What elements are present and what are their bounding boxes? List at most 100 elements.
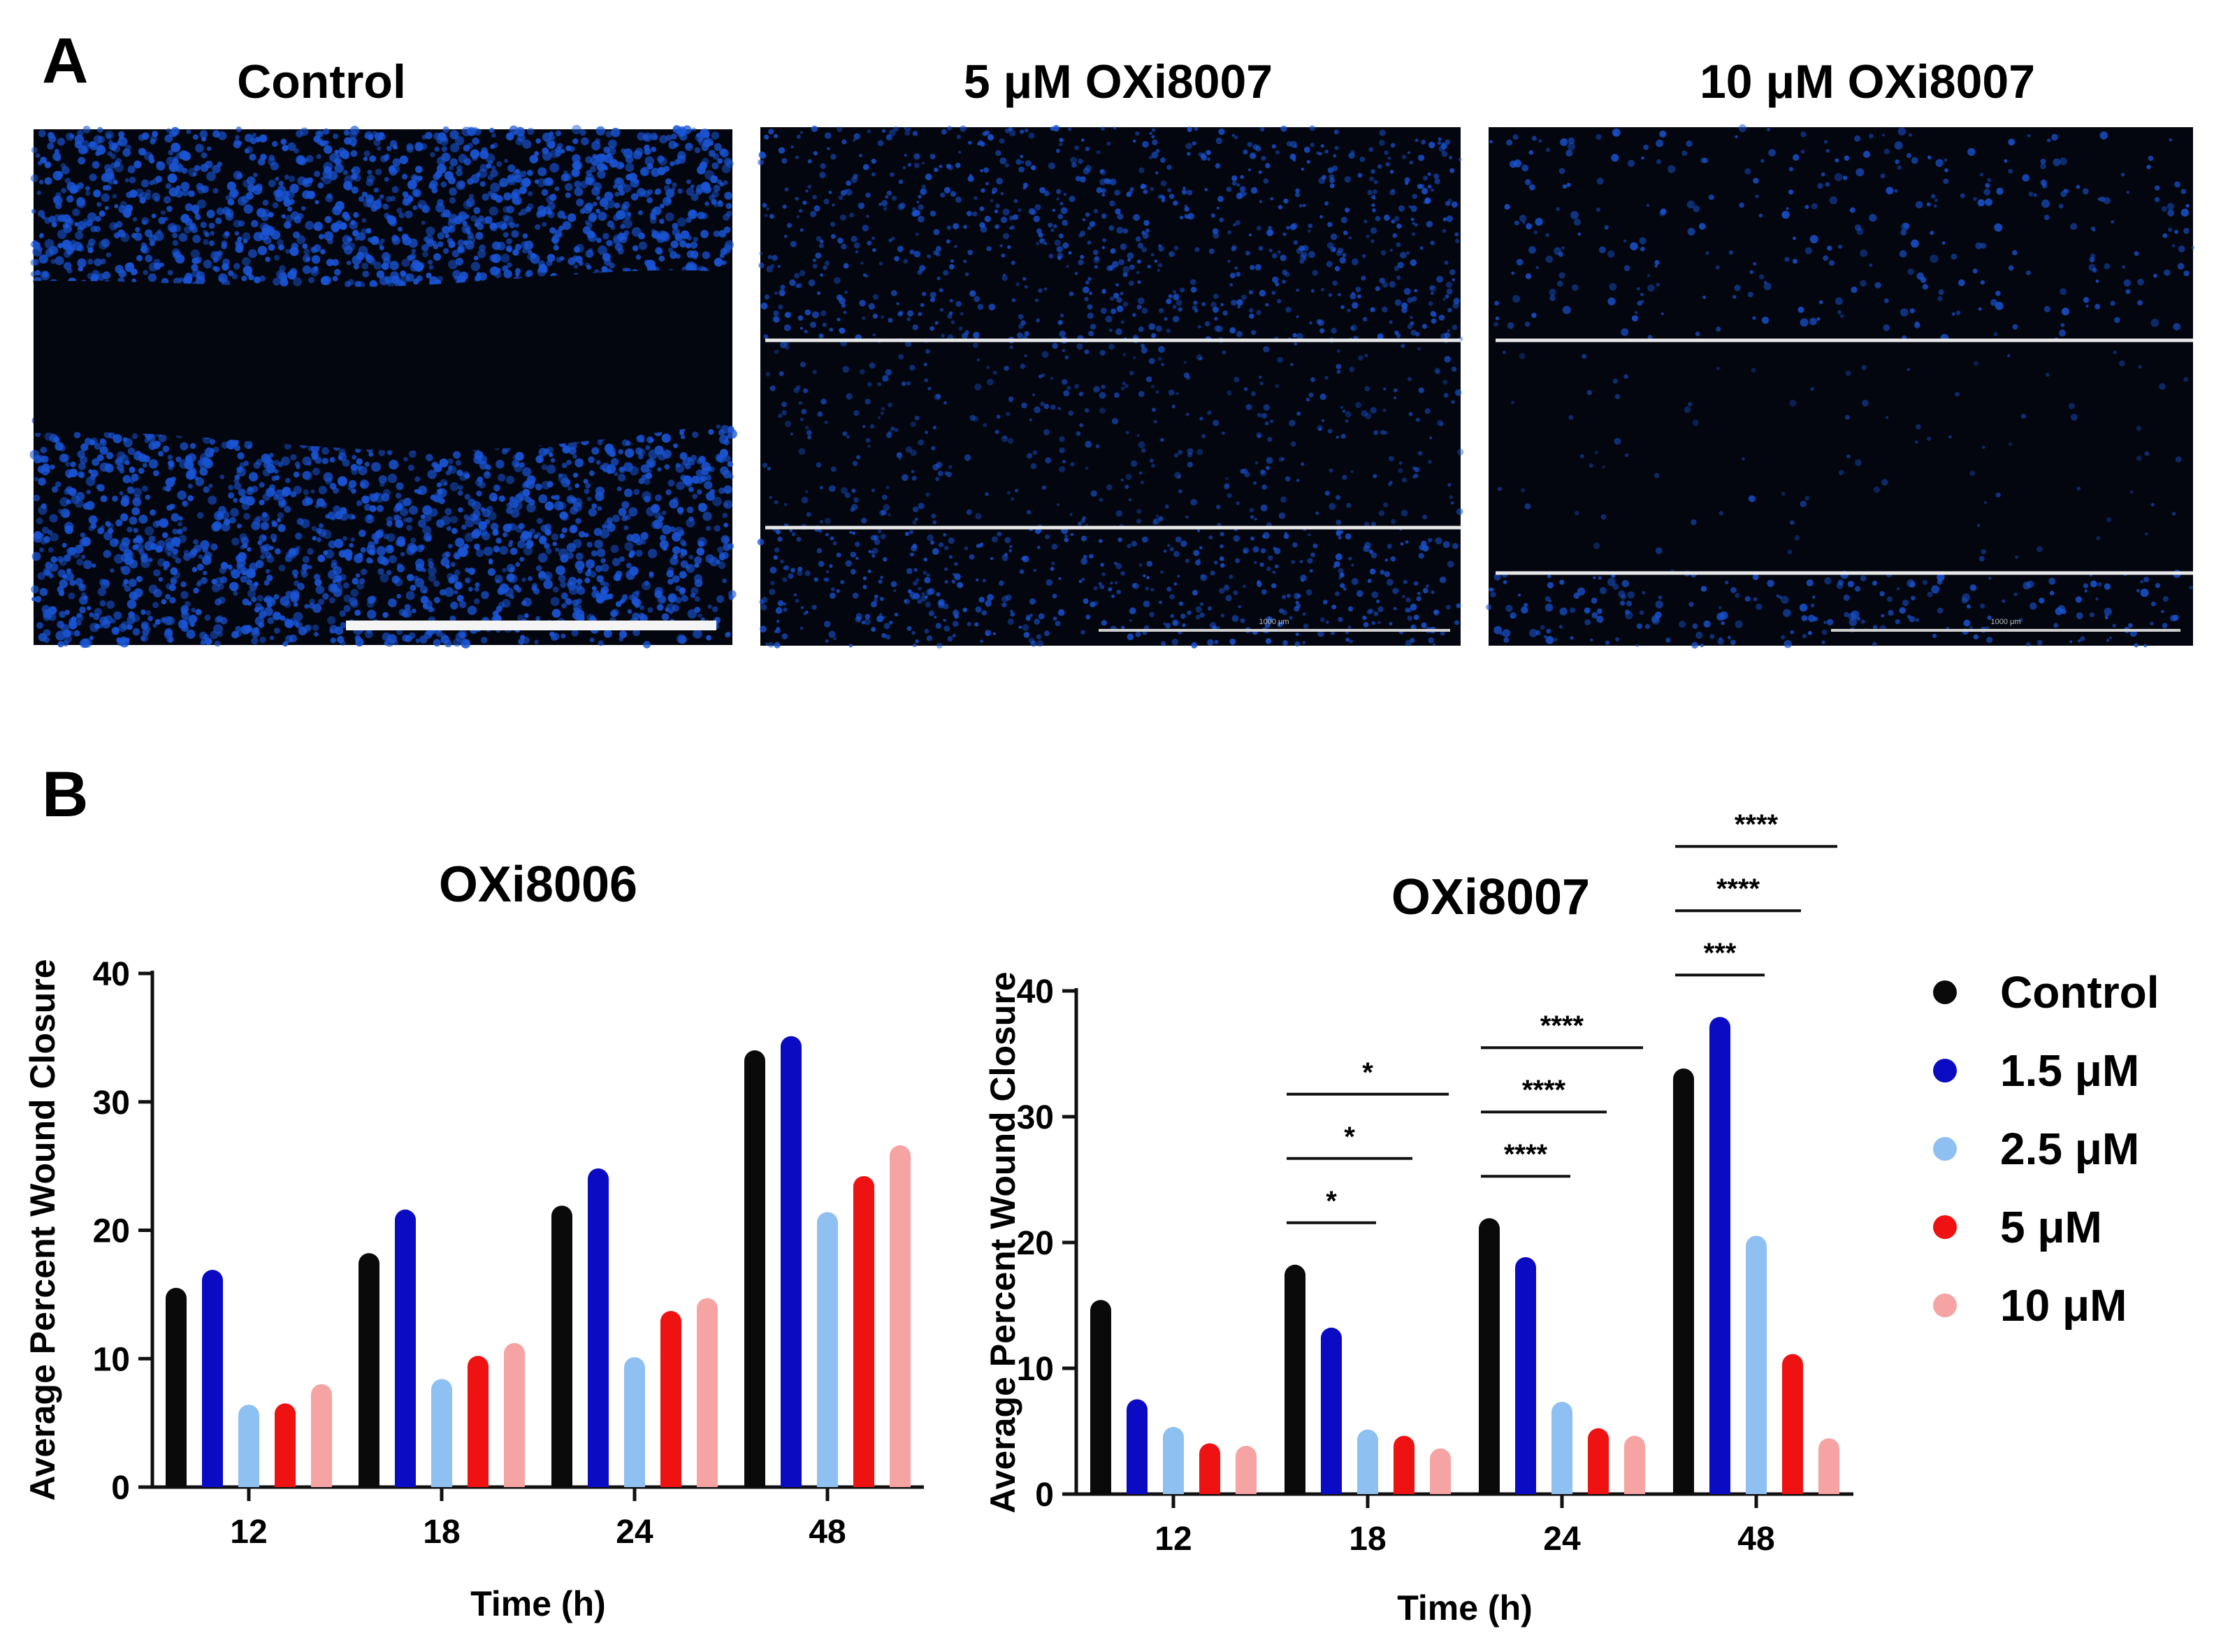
cell-nucleus — [1115, 510, 1123, 517]
cell-nucleus — [1455, 238, 1460, 244]
cell-nucleus — [807, 435, 811, 440]
cell-nucleus — [1385, 161, 1391, 167]
cell-nucleus — [911, 470, 915, 474]
cell-nucleus — [623, 230, 630, 236]
cell-nucleus — [150, 135, 158, 143]
cell-nucleus — [939, 542, 944, 548]
cell-nucleus — [143, 455, 150, 463]
cell-nucleus — [148, 154, 154, 160]
cell-nucleus — [214, 640, 221, 647]
cell-nucleus — [1278, 205, 1282, 210]
cell-nucleus — [725, 489, 730, 495]
cell-nucleus — [339, 222, 347, 230]
cell-nucleus — [1330, 233, 1338, 240]
cell-nucleus — [1338, 617, 1343, 622]
cell-nucleus — [182, 189, 189, 196]
cell-nucleus — [916, 578, 920, 582]
cell-nucleus — [456, 595, 464, 602]
cell-nucleus — [81, 140, 89, 149]
cell-nucleus — [1350, 150, 1355, 154]
cell-nucleus — [38, 254, 48, 264]
cell-nucleus — [551, 533, 559, 541]
cell-nucleus — [1248, 168, 1252, 172]
cell-nucleus — [997, 531, 1002, 537]
cell-nucleus — [1421, 139, 1426, 145]
cell-nucleus — [260, 521, 269, 530]
cell-nucleus — [408, 450, 417, 458]
cell-nucleus — [1387, 579, 1394, 586]
cell-nucleus — [800, 626, 804, 630]
cell-nucleus — [688, 516, 694, 522]
cell-nucleus — [243, 512, 251, 520]
cell-nucleus — [882, 375, 889, 382]
cell-nucleus — [955, 300, 962, 307]
cell-nucleus — [793, 593, 797, 597]
cell-nucleus — [920, 303, 925, 307]
cell-nucleus — [707, 604, 712, 609]
cell-nucleus — [204, 232, 210, 238]
cell-nucleus — [1403, 579, 1408, 584]
cell-nucleus — [1291, 560, 1296, 565]
cell-nucleus — [274, 628, 280, 634]
cell-nucleus — [677, 151, 686, 160]
cell-nucleus — [503, 270, 512, 279]
cell-nucleus — [463, 200, 472, 210]
cell-nucleus — [981, 610, 987, 616]
cell-nucleus — [1391, 519, 1396, 525]
cell-nucleus — [1261, 413, 1268, 419]
cell-nucleus — [769, 214, 774, 219]
cell-nucleus — [318, 528, 326, 537]
cell-nucleus — [343, 180, 352, 190]
cell-nucleus — [465, 577, 471, 584]
cell-nucleus — [396, 563, 403, 568]
cell-nucleus — [1343, 587, 1347, 591]
cell-nucleus — [323, 161, 333, 172]
cell-nucleus — [415, 166, 423, 173]
cell-nucleus — [1035, 298, 1039, 303]
cell-nucleus — [871, 172, 876, 177]
cell-nucleus — [655, 247, 663, 254]
cell-nucleus — [932, 548, 939, 556]
cell-nucleus — [470, 261, 481, 271]
cell-nucleus — [1428, 301, 1433, 306]
cell-nucleus — [1182, 187, 1186, 190]
cell-nucleus — [1282, 280, 1286, 284]
cell-nucleus — [1324, 491, 1330, 496]
cell-nucleus — [1317, 319, 1324, 326]
cell-nucleus — [658, 255, 665, 262]
cell-nucleus — [277, 497, 287, 506]
cell-nucleus — [1210, 570, 1215, 576]
cell-nucleus — [511, 230, 519, 238]
cell-nucleus — [913, 567, 918, 572]
cell-nucleus — [1173, 200, 1178, 206]
cell-nucleus — [540, 525, 548, 532]
cell-nucleus — [342, 235, 352, 245]
cell-nucleus — [118, 131, 125, 138]
cell-nucleus — [489, 206, 498, 216]
cell-nucleus — [874, 594, 878, 599]
cell-nucleus — [1370, 307, 1375, 312]
cell-nucleus — [312, 468, 320, 476]
cell-nucleus — [574, 180, 581, 188]
cell-nucleus — [1257, 434, 1261, 438]
cell-nucleus — [974, 296, 981, 303]
cell-nucleus — [800, 361, 806, 368]
cell-nucleus — [572, 138, 579, 145]
cell-nucleus — [1168, 294, 1173, 298]
cell-nucleus — [141, 485, 148, 492]
cell-nucleus — [194, 258, 201, 264]
cell-nucleus — [936, 642, 943, 649]
cell-nucleus — [1075, 175, 1081, 182]
cell-nucleus — [358, 196, 365, 202]
cell-nucleus — [1398, 461, 1403, 465]
cell-nucleus — [1319, 215, 1323, 219]
cell-nucleus — [593, 201, 598, 207]
cell-nucleus — [1152, 128, 1156, 132]
cell-nucleus — [138, 468, 145, 474]
cell-nucleus — [724, 191, 732, 200]
cell-nucleus — [534, 179, 540, 184]
cell-nucleus — [865, 192, 871, 198]
cell-nucleus — [1387, 544, 1392, 549]
cell-nucleus — [400, 551, 405, 557]
cell-nucleus — [105, 463, 114, 473]
